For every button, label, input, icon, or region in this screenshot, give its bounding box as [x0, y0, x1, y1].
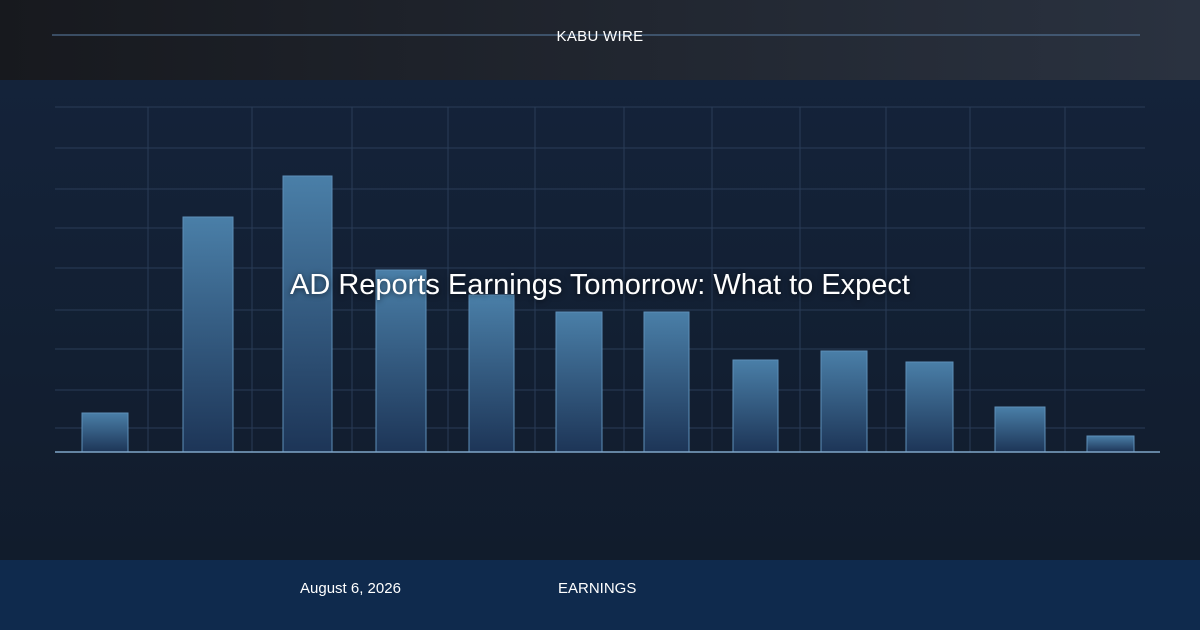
- date: August 6, 2026: [300, 580, 401, 597]
- headline: AD Reports Earnings Tomorrow: What to Ex…: [290, 269, 910, 301]
- backdrop-bars: [81, 175, 1135, 453]
- brand: KABU WIRE: [556, 28, 644, 45]
- category: EARNINGS: [558, 580, 637, 597]
- footer-band: [0, 560, 1200, 630]
- top-band: [0, 0, 1200, 80]
